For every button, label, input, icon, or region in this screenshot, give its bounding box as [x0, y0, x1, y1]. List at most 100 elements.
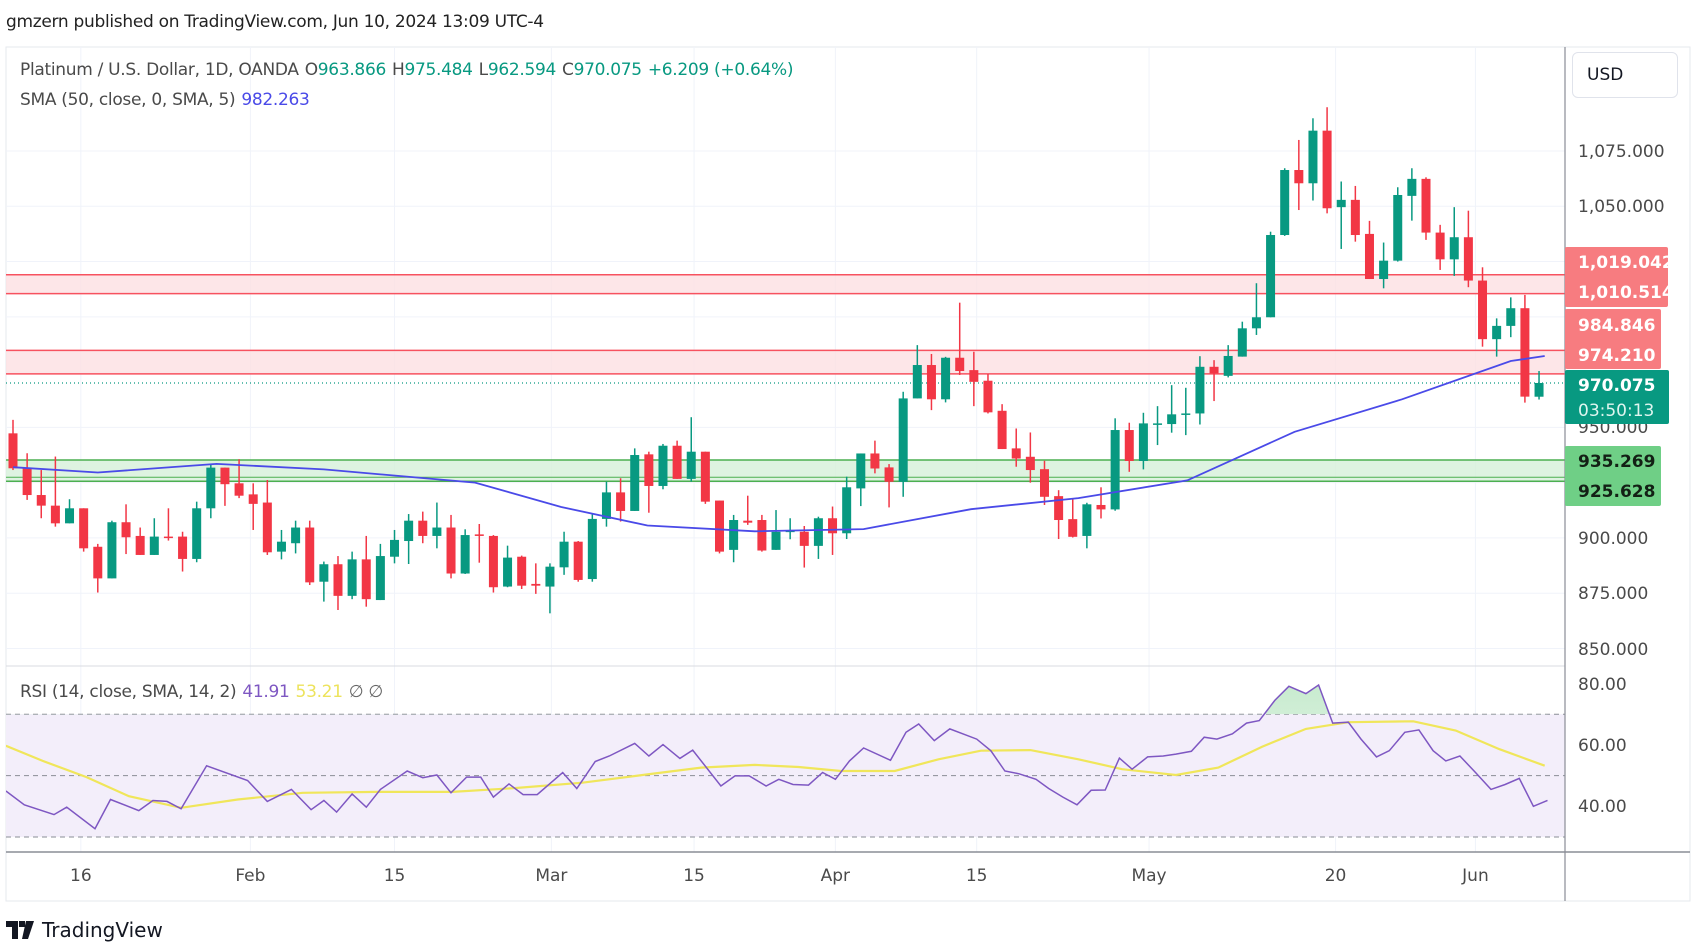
close-value: 970.075	[573, 60, 643, 80]
candle-body	[446, 527, 456, 574]
resistance-1-zone	[6, 274, 1565, 294]
open-value: 963.866	[317, 60, 387, 80]
candle-body	[517, 556, 527, 586]
rsi-value: 41.91	[242, 682, 290, 702]
candle-body	[333, 564, 343, 596]
candle-body	[630, 455, 640, 511]
candle-body	[955, 357, 965, 371]
candle-up	[65, 499, 75, 524]
symbol-name[interactable]: Platinum / U.S. Dollar, 1D, OANDA	[20, 60, 299, 80]
candle-body	[418, 520, 428, 536]
candle-up	[192, 501, 202, 563]
candle-up	[1492, 318, 1502, 357]
close-label: C	[562, 60, 574, 80]
sma-legend: SMA (50, close, 0, SMA, 5) 982.263	[20, 90, 316, 110]
candle-up	[460, 529, 470, 574]
candle-body	[573, 541, 583, 580]
candle-body	[1110, 430, 1120, 510]
candle-body	[135, 535, 145, 555]
tradingview-logo[interactable]: TradingView	[6, 918, 163, 942]
candle-body	[700, 451, 710, 502]
candle-body	[1336, 199, 1346, 208]
candle-down	[305, 520, 315, 586]
candle-up	[1280, 168, 1290, 236]
candle-up	[630, 448, 640, 511]
candle-body	[1534, 382, 1544, 397]
candle-body	[361, 559, 371, 600]
time-tick: 15	[683, 866, 705, 886]
resistance-1-top-label: 1,019.042	[1578, 253, 1674, 273]
candle-body	[983, 380, 993, 413]
candle-down	[1039, 460, 1049, 505]
candle-down	[1478, 267, 1488, 347]
candle-body	[65, 508, 75, 524]
candle-down	[178, 531, 188, 572]
candle-body	[1393, 194, 1403, 261]
candle-up	[1181, 387, 1191, 436]
candle-body	[771, 531, 781, 550]
price-tick: 875.000	[1578, 584, 1648, 604]
candle-down	[926, 353, 936, 411]
candle-body	[870, 453, 880, 469]
candle-body	[8, 433, 18, 469]
candle-up	[813, 516, 823, 559]
candle-body	[1308, 130, 1318, 184]
candle-up	[1407, 168, 1417, 221]
candle-body	[587, 518, 597, 580]
candle-down	[446, 514, 456, 579]
candle-body	[912, 365, 922, 399]
candle-up	[1336, 181, 1346, 249]
price-axis[interactable]: 1,075.000 1,050.000 950.000 900.000 875.…	[1578, 142, 1665, 660]
sma-label[interactable]: SMA (50, close, 0, SMA, 5)	[20, 90, 236, 110]
sma-value: 982.263	[241, 90, 310, 110]
candle-body	[1350, 199, 1360, 236]
candle-body	[1322, 130, 1332, 209]
candle-up	[587, 513, 597, 582]
candle-body	[828, 518, 838, 534]
candle-down	[262, 479, 272, 555]
rsi-pane	[6, 683, 1565, 838]
candle-down	[8, 419, 18, 471]
rsi-axis[interactable]: 80.00 60.00 40.00	[1578, 675, 1627, 817]
candle-down	[474, 523, 484, 563]
candle-down	[418, 511, 428, 544]
candle-body	[813, 518, 823, 546]
candle-down	[220, 467, 230, 506]
candle-body	[531, 583, 541, 586]
candle-body	[1421, 178, 1431, 233]
candle-down	[1435, 224, 1445, 270]
candle-body	[1266, 235, 1276, 318]
high-label: H	[391, 60, 405, 80]
candle-body	[262, 502, 272, 553]
candle-up	[1153, 406, 1163, 446]
candle-down	[757, 514, 767, 552]
candle-up	[404, 514, 414, 565]
candle-up	[375, 543, 385, 601]
candle-up	[856, 453, 866, 507]
candle-down	[50, 456, 60, 527]
time-axis[interactable]: 16 Feb 15 Mar 15 Apr 15 May 20 Jun	[70, 866, 1489, 886]
candle-body	[842, 487, 852, 534]
rsi-label[interactable]: RSI (14, close, SMA, 14, 2)	[20, 682, 237, 702]
candle-body	[206, 467, 216, 509]
candle-body	[1449, 237, 1459, 260]
candle-body	[1435, 232, 1445, 260]
candle-down	[79, 508, 89, 552]
currency-button[interactable]: USD	[1572, 52, 1678, 98]
price-tick: 900.000	[1578, 529, 1648, 549]
candle-up	[503, 545, 513, 588]
time-tick: 15	[384, 866, 406, 886]
candle-down	[1025, 432, 1035, 483]
candle-up	[390, 529, 400, 564]
candle-down	[1054, 490, 1064, 540]
candle-body	[22, 468, 32, 496]
candle-body	[969, 370, 979, 382]
resistance-1-tag	[1565, 247, 1668, 307]
candle-up	[291, 520, 301, 554]
time-tick: May	[1131, 866, 1166, 886]
candle-down	[333, 556, 343, 611]
candle-body	[432, 527, 442, 536]
price-tick: 1,050.000	[1578, 197, 1665, 217]
candle-up	[276, 529, 286, 560]
